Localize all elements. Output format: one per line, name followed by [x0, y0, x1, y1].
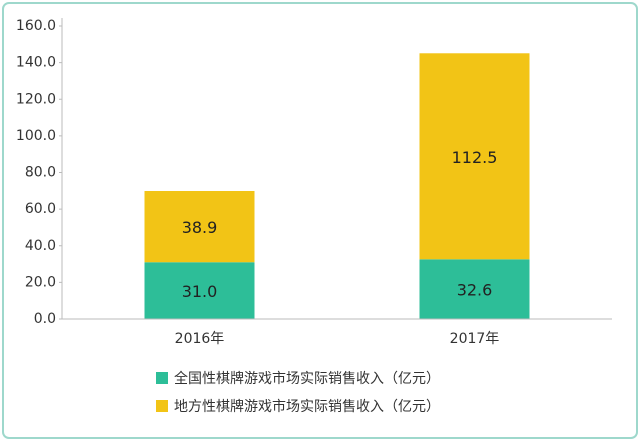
bar [144, 262, 255, 319]
x-tick-label: 2017年 [450, 331, 500, 347]
y-tick-label: 80.0 [25, 165, 56, 181]
y-tick-label: 140.0 [16, 55, 56, 71]
legend-label: 全国性棋牌游戏市场实际销售收入（亿元） [174, 370, 440, 387]
bar [419, 53, 530, 260]
y-tick-label: 100.0 [16, 128, 56, 144]
value-label: 38.9 [182, 218, 218, 237]
y-tick-label: 120.0 [16, 91, 56, 107]
y-tick-label: 160.0 [16, 18, 56, 34]
bar [144, 190, 255, 263]
value-label: 112.5 [452, 148, 498, 167]
y-tick-label: 20.0 [25, 274, 56, 290]
legend-swatch [156, 372, 168, 384]
legend-swatch [156, 400, 168, 412]
value-label: 31.0 [182, 282, 218, 301]
y-tick-label: 40.0 [25, 238, 56, 254]
bar [419, 259, 530, 319]
y-tick-label: 0.0 [34, 311, 56, 327]
legend-label: 地方性棋牌游戏市场实际销售收入（亿元） [174, 398, 440, 415]
y-tick-label: 60.0 [25, 201, 56, 217]
x-tick-label: 2016年 [175, 331, 225, 347]
value-label: 32.6 [457, 281, 493, 300]
